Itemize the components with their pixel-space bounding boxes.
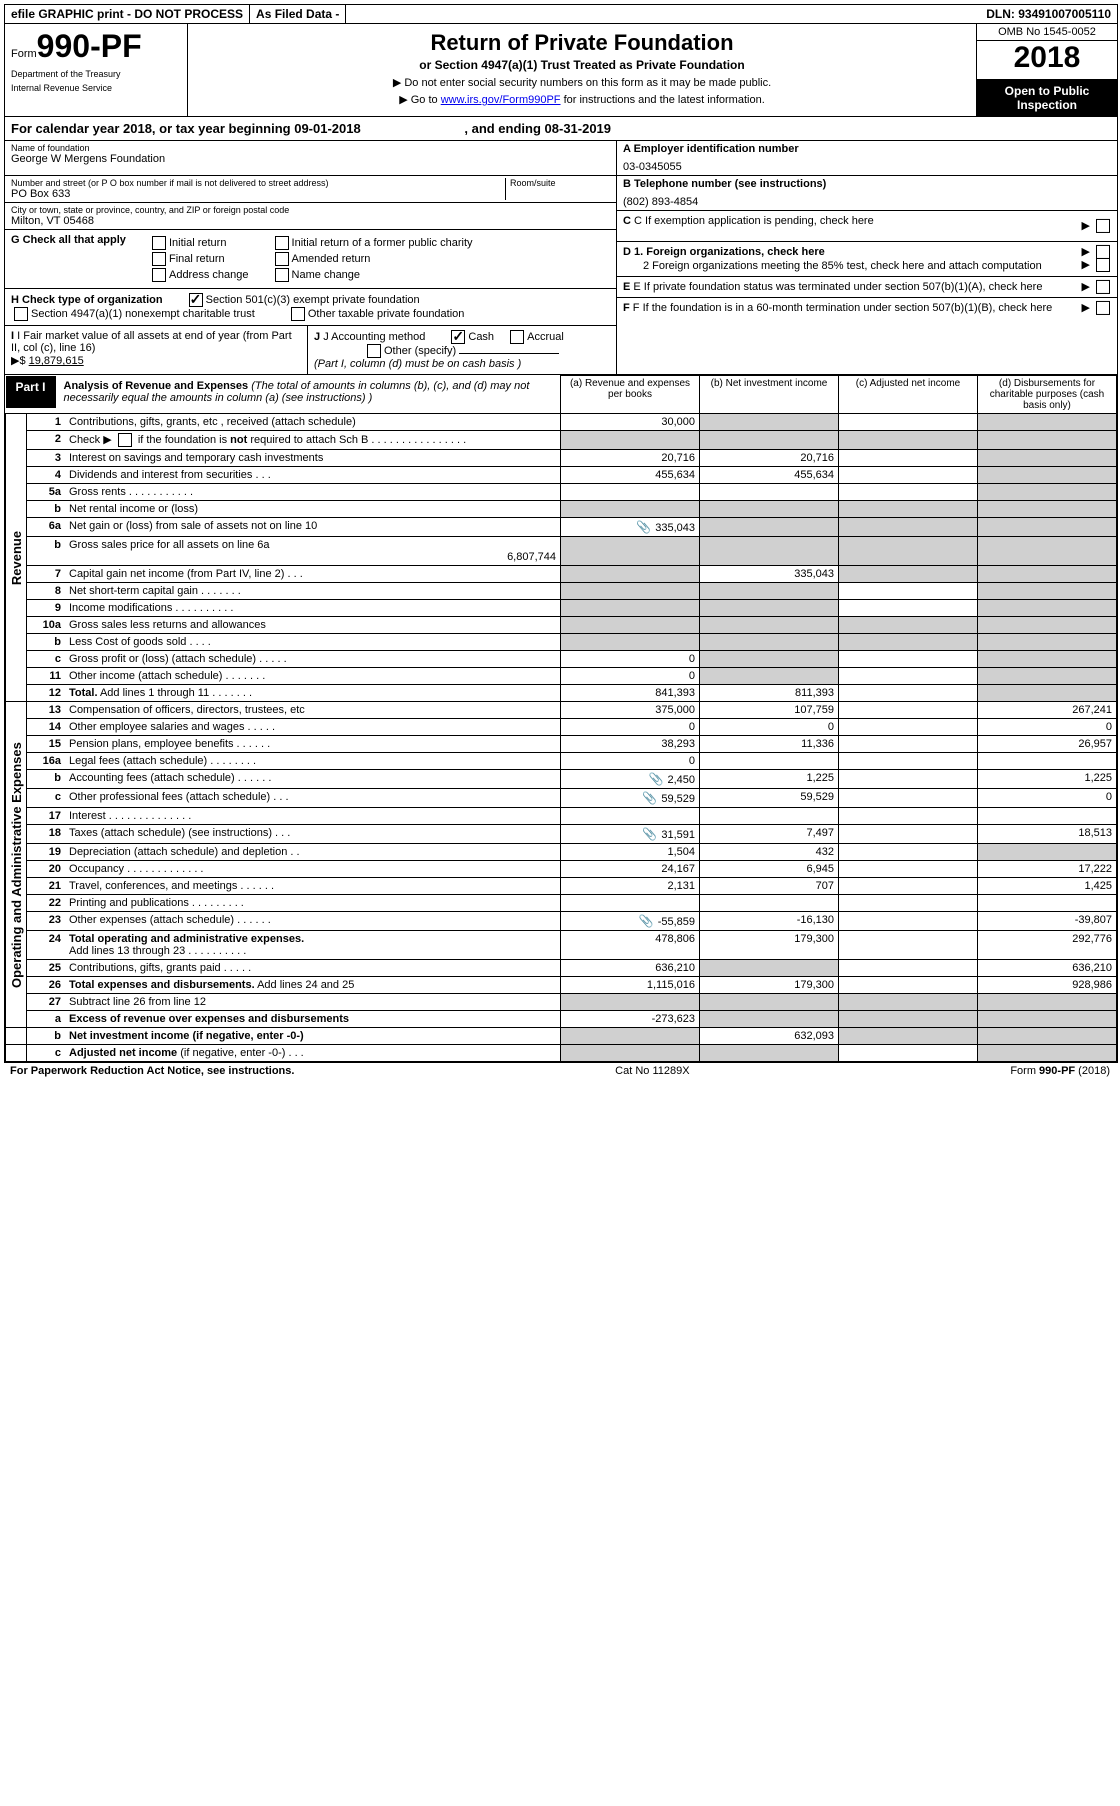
- attachment-icon[interactable]: [639, 916, 658, 928]
- form-title: Return of Private Foundation: [194, 30, 970, 56]
- form-header: Form990-PF Department of the Treasury In…: [5, 24, 1117, 117]
- attachment-icon[interactable]: [642, 829, 661, 841]
- efile-notice: efile GRAPHIC print - DO NOT PROCESS: [5, 5, 250, 23]
- foundation-name: George W Mergens Foundation: [11, 153, 610, 165]
- calendar-year: For calendar year 2018, or tax year begi…: [5, 117, 1117, 141]
- as-filed-label: As Filed Data -: [250, 5, 346, 23]
- header-left: Form990-PF Department of the Treasury In…: [5, 24, 188, 116]
- revenue-side-label: Revenue: [6, 414, 27, 702]
- dln: DLN: 93491007005110: [980, 5, 1117, 23]
- fmv-value: 19,879,615: [29, 355, 84, 367]
- page-footer: For Paperwork Reduction Act Notice, see …: [4, 1063, 1116, 1079]
- top-bar: efile GRAPHIC print - DO NOT PROCESS As …: [5, 5, 1117, 24]
- foundation-city: Milton, VT 05468: [11, 215, 610, 227]
- 501c3-checkbox[interactable]: [189, 293, 203, 307]
- form-990pf-container: efile GRAPHIC print - DO NOT PROCESS As …: [4, 4, 1118, 1063]
- attachment-icon[interactable]: [642, 793, 661, 805]
- phone: (802) 893-4854: [623, 196, 1111, 208]
- header-center: Return of Private Foundation or Section …: [188, 24, 976, 116]
- expenses-side-label: Operating and Administrative Expenses: [6, 702, 27, 1028]
- irs-link[interactable]: www.irs.gov/Form990PF: [441, 94, 561, 106]
- foundation-address: PO Box 633: [11, 188, 505, 200]
- part1-table: Part I Analysis of Revenue and Expenses …: [5, 375, 1117, 1062]
- part1-label: Part I: [6, 376, 56, 408]
- attachment-icon[interactable]: [649, 774, 668, 786]
- attachment-icon[interactable]: [636, 522, 655, 534]
- ein: 03-0345055: [623, 161, 1111, 173]
- cash-checkbox[interactable]: [451, 330, 465, 344]
- header-right: OMB No 1545-0052 2018 Open to Public Ins…: [976, 24, 1117, 116]
- entity-info: Name of foundation George W Mergens Foun…: [5, 141, 1117, 375]
